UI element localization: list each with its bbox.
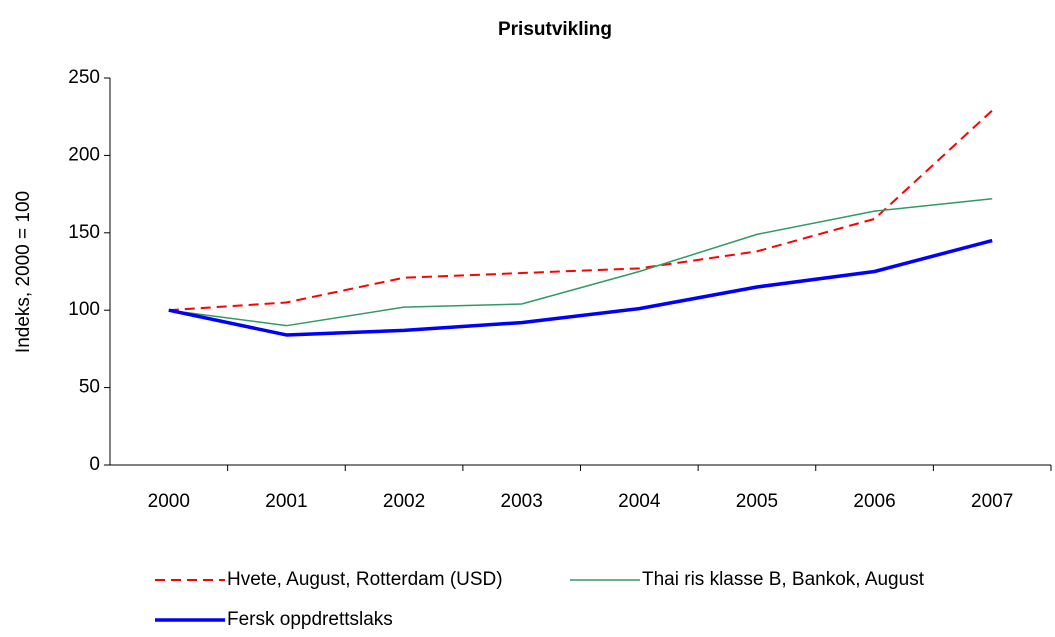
y-tick-label: 100: [68, 299, 100, 320]
chart-title: Prisutvikling: [498, 19, 612, 40]
x-tick-label: 2006: [853, 491, 895, 512]
y-tick-label: 200: [68, 144, 100, 165]
y-tick-label: 250: [68, 67, 100, 88]
legend-label: Thai ris klasse B, Bankok, August: [642, 569, 925, 590]
y-tick-label: 50: [79, 377, 100, 398]
x-tick-label: 2005: [736, 491, 778, 512]
x-tick-label: 2007: [971, 491, 1013, 512]
y-tick-label: 0: [89, 454, 100, 475]
legend-label: Hvete, August, Rotterdam (USD): [227, 569, 503, 590]
y-tick-label: 150: [68, 222, 100, 243]
x-tick-label: 2001: [265, 491, 307, 512]
x-tick-label: 2002: [383, 491, 425, 512]
series-line: [168, 109, 993, 312]
x-tick-label: 2004: [618, 491, 661, 512]
legend-label: Fersk oppdrettslaks: [227, 609, 393, 630]
x-tick-label: 2000: [148, 491, 190, 512]
series-line: [168, 197, 993, 327]
y-axis-label: Indeks, 2000 = 100: [13, 191, 34, 353]
series-line: [168, 238, 993, 337]
x-tick-label: 2003: [501, 491, 543, 512]
